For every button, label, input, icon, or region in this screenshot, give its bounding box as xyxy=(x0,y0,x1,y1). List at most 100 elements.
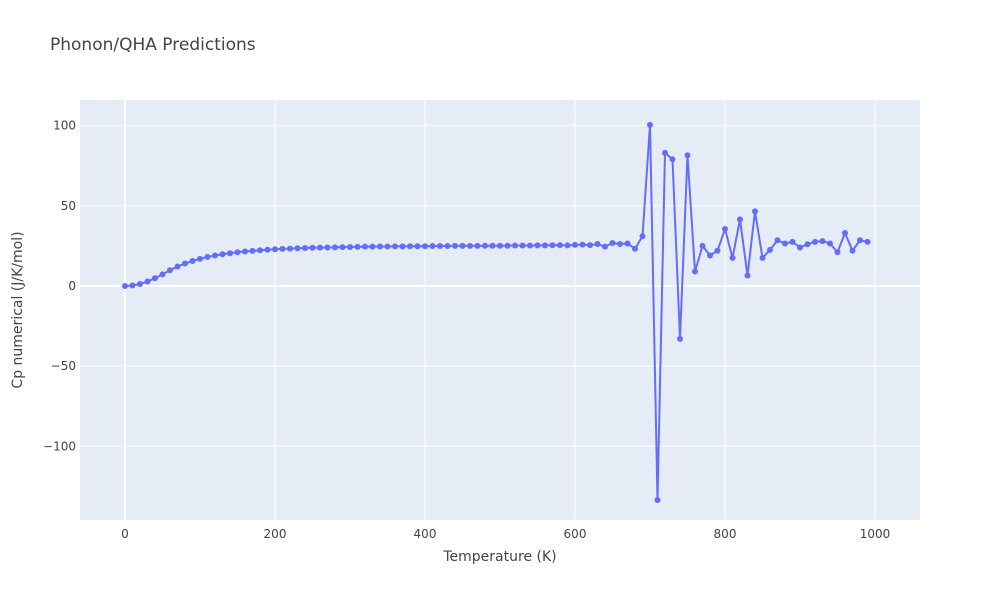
data-point[interactable] xyxy=(189,257,196,264)
data-point[interactable] xyxy=(819,238,826,245)
data-point[interactable] xyxy=(429,243,436,250)
data-point[interactable] xyxy=(197,255,203,262)
data-point[interactable] xyxy=(512,242,518,249)
data-point[interactable] xyxy=(774,237,781,244)
data-point[interactable] xyxy=(722,226,728,233)
data-point[interactable] xyxy=(159,271,166,278)
data-point[interactable] xyxy=(294,245,301,252)
data-point[interactable] xyxy=(504,242,511,249)
data-point[interactable] xyxy=(669,156,676,163)
data-point[interactable] xyxy=(437,243,443,250)
data-point[interactable] xyxy=(752,208,758,215)
data-point[interactable] xyxy=(264,246,271,253)
data-point[interactable] xyxy=(684,152,691,159)
data-point[interactable] xyxy=(324,244,331,251)
data-point[interactable] xyxy=(422,243,428,250)
data-point[interactable] xyxy=(407,243,413,250)
data-point[interactable] xyxy=(384,243,391,250)
data-point[interactable] xyxy=(242,248,248,255)
data-point[interactable] xyxy=(767,246,773,253)
data-point[interactable] xyxy=(174,263,181,270)
data-point[interactable] xyxy=(219,251,226,258)
data-point[interactable] xyxy=(354,243,361,250)
data-point[interactable] xyxy=(362,243,368,250)
data-point[interactable] xyxy=(849,247,856,254)
data-point[interactable] xyxy=(212,252,218,259)
data-point[interactable] xyxy=(782,240,788,247)
data-point[interactable] xyxy=(399,243,406,250)
data-point[interactable] xyxy=(392,243,398,250)
plot-area[interactable] xyxy=(80,100,920,520)
data-point[interactable] xyxy=(182,260,188,267)
data-point[interactable] xyxy=(474,242,481,249)
data-point[interactable] xyxy=(864,238,871,245)
data-point[interactable] xyxy=(444,243,451,250)
data-point[interactable] xyxy=(527,242,533,249)
data-point[interactable] xyxy=(287,245,293,252)
data-point[interactable] xyxy=(317,244,323,251)
data-point[interactable] xyxy=(534,242,541,249)
data-point[interactable] xyxy=(459,242,466,249)
data-point[interactable] xyxy=(257,247,263,254)
data-point[interactable] xyxy=(737,216,743,223)
data-point[interactable] xyxy=(804,241,811,248)
data-point[interactable] xyxy=(204,253,211,260)
data-point[interactable] xyxy=(662,149,668,156)
data-point[interactable] xyxy=(309,244,316,251)
data-point[interactable] xyxy=(152,275,158,282)
data-point[interactable] xyxy=(729,254,736,261)
data-point[interactable] xyxy=(467,242,473,249)
data-point[interactable] xyxy=(579,241,586,248)
data-point[interactable] xyxy=(339,244,346,251)
data-point[interactable] xyxy=(564,242,571,249)
data-point[interactable] xyxy=(744,272,751,279)
data-point[interactable] xyxy=(497,242,503,249)
data-point[interactable] xyxy=(594,240,601,247)
data-point[interactable] xyxy=(347,244,353,250)
data-point[interactable] xyxy=(137,281,143,288)
data-point[interactable] xyxy=(452,242,458,249)
data-point[interactable] xyxy=(797,244,803,251)
data-point[interactable] xyxy=(129,282,136,289)
data-point[interactable] xyxy=(144,278,151,285)
data-point[interactable] xyxy=(827,240,833,247)
data-point[interactable] xyxy=(759,254,766,261)
data-point[interactable] xyxy=(227,250,233,257)
data-point[interactable] xyxy=(489,242,496,249)
data-point[interactable] xyxy=(692,268,698,275)
data-point[interactable] xyxy=(842,230,848,237)
data-point[interactable] xyxy=(602,243,608,250)
data-point[interactable] xyxy=(122,282,128,289)
data-point[interactable] xyxy=(647,121,653,128)
data-point[interactable] xyxy=(609,239,616,246)
data-point[interactable] xyxy=(414,243,421,250)
data-point[interactable] xyxy=(167,267,173,274)
data-point[interactable] xyxy=(249,247,256,254)
data-point[interactable] xyxy=(677,335,683,342)
data-point[interactable] xyxy=(332,244,338,251)
data-point[interactable] xyxy=(279,245,286,252)
data-point[interactable] xyxy=(624,240,631,247)
data-point[interactable] xyxy=(234,249,241,256)
data-point[interactable] xyxy=(632,245,638,252)
data-point[interactable] xyxy=(654,496,661,503)
data-point[interactable] xyxy=(587,242,593,249)
data-point[interactable] xyxy=(639,233,646,240)
data-point[interactable] xyxy=(519,242,526,249)
data-point[interactable] xyxy=(542,242,548,249)
data-point[interactable] xyxy=(272,246,278,253)
data-point[interactable] xyxy=(369,243,376,250)
data-point[interactable] xyxy=(617,240,623,247)
data-point[interactable] xyxy=(699,242,706,249)
data-point[interactable] xyxy=(302,244,308,251)
data-point[interactable] xyxy=(789,238,796,245)
data-point[interactable] xyxy=(482,242,488,249)
data-point[interactable] xyxy=(549,242,556,249)
data-point[interactable] xyxy=(857,237,863,244)
data-point[interactable] xyxy=(834,249,841,256)
data-point[interactable] xyxy=(812,238,818,245)
data-point[interactable] xyxy=(377,243,383,250)
data-point[interactable] xyxy=(707,252,713,259)
data-point[interactable] xyxy=(572,241,578,248)
data-point[interactable] xyxy=(714,247,721,254)
